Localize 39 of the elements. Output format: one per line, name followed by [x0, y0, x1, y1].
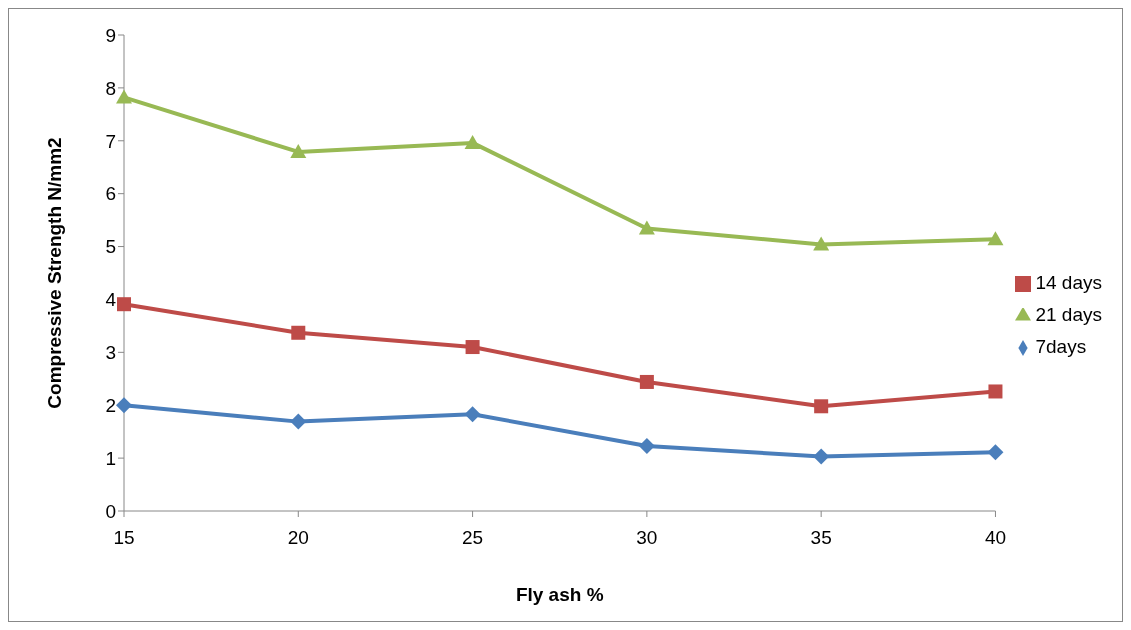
point	[987, 231, 1004, 246]
y-axis-title: Compressive Strength N/mm2	[43, 137, 65, 409]
point	[813, 236, 830, 251]
x-tick-label: 15	[113, 527, 135, 549]
x-tick-label: 30	[636, 527, 658, 549]
x-tick-label: 35	[810, 527, 832, 549]
point	[638, 437, 655, 454]
y-tick-label: 1	[105, 447, 116, 469]
point	[464, 134, 481, 149]
x-tick-label: 25	[462, 527, 484, 549]
point	[638, 220, 655, 235]
point	[117, 297, 131, 312]
y-tick-label: 6	[105, 183, 116, 205]
y-tick-label: 0	[105, 500, 116, 522]
point	[987, 444, 1004, 461]
x-axis-title: Fly ash %	[515, 584, 604, 605]
point	[291, 325, 306, 340]
legend-label: 21 days	[1035, 304, 1102, 325]
point	[290, 143, 307, 158]
y-tick-label: 7	[105, 130, 116, 152]
point	[116, 397, 132, 414]
point	[639, 374, 654, 389]
legend-label: 14 days	[1035, 272, 1102, 293]
point	[988, 384, 1003, 399]
point	[813, 448, 830, 465]
y-tick-label: 8	[105, 77, 116, 99]
point	[290, 413, 307, 430]
y-tick-label: 5	[105, 236, 116, 258]
y-tick-label: 2	[105, 394, 116, 416]
x-tick-label: 20	[287, 527, 309, 549]
y-tick-label: 4	[105, 289, 117, 311]
point	[464, 406, 481, 423]
legend-label: 7days	[1035, 336, 1087, 357]
y-tick-label: 9	[105, 24, 116, 46]
point	[116, 89, 132, 104]
y-tick-label: 3	[105, 342, 116, 364]
x-tick-label: 40	[984, 527, 1007, 549]
point	[814, 399, 829, 414]
point	[465, 340, 480, 355]
